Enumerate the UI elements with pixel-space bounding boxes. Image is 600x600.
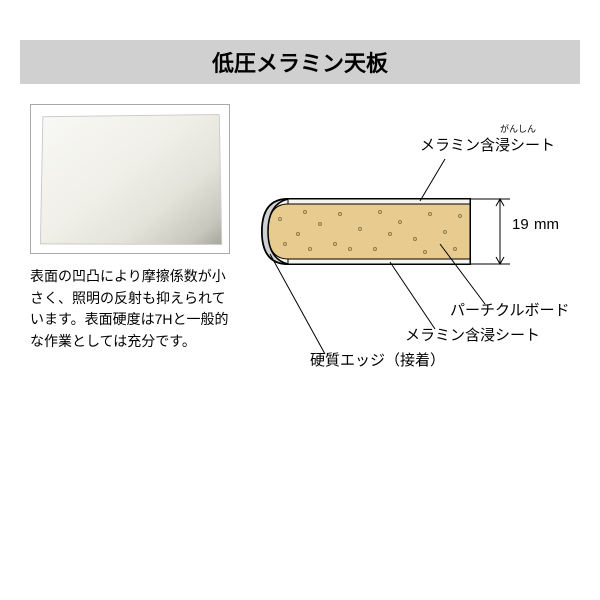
title-text: 低圧メラミン天板 [212,51,388,76]
title-bar: 低圧メラミン天板 [20,40,580,84]
bottom-sheet-layer [288,259,470,264]
content-row: 表面の凹凸により摩擦係数が小さく、照明の反射も抑えられています。表面硬度は7Hと… [20,104,580,424]
left-column: 表面の凹凸により摩擦係数が小さく、照明の反射も抑えられています。表面硬度は7Hと… [30,104,230,424]
top-sheet-layer [288,199,470,204]
leader-bottom-sheet [390,262,435,329]
sample-photo-frame [30,104,230,254]
label-edge: 硬質エッジ（接着） [310,349,445,370]
label-top-sheet: メラミン含浸シート [420,134,555,155]
sample-photo-surface [40,114,222,245]
dim-unit: mm [534,216,559,233]
dim-value: 19 [512,216,529,233]
label-bottom-sheet: メラミン含浸シート [405,324,540,345]
label-core: パーチクルボード [450,299,570,320]
particle-core [268,204,470,259]
leader-top-sheet [420,159,445,201]
leader-edge [270,254,325,354]
description-text: 表面の凹凸により摩擦係数が小さく、照明の反射も抑えられています。表面硬度は7Hと… [30,266,230,353]
diagram-area: がんしん メラミン含浸シート 19 mm パーチクルボード メラミン含浸シート … [250,104,570,424]
